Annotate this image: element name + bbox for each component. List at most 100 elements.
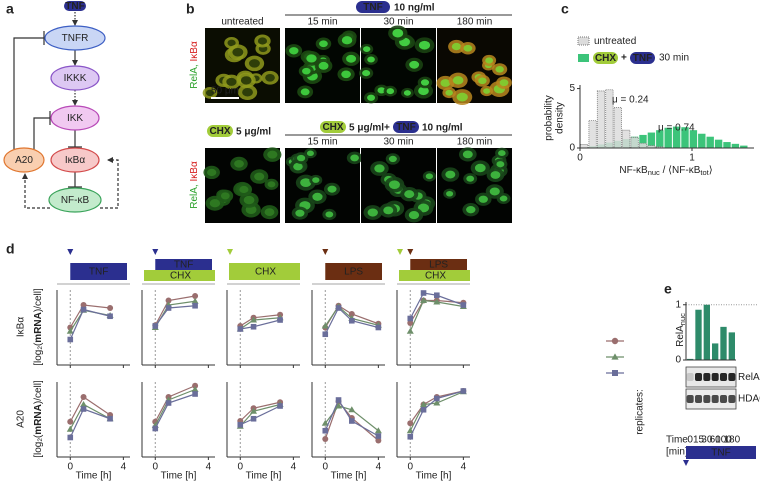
x-tick-label: 100 (715, 435, 732, 446)
series-line (69, 309, 111, 332)
marker (67, 336, 74, 343)
blot-band (728, 373, 736, 381)
series-line (239, 401, 281, 422)
nucleus (312, 192, 323, 201)
nucleus (498, 150, 506, 157)
marker (250, 415, 257, 422)
nucleus (409, 60, 420, 69)
treatment-arrow (227, 249, 233, 255)
hist-bar (630, 136, 639, 149)
cells (285, 148, 363, 221)
blot-band (686, 373, 694, 381)
legend-pill-box (593, 52, 618, 64)
nucleus (232, 47, 244, 57)
blot-band (686, 395, 694, 403)
nucleus (388, 180, 400, 189)
cells (358, 25, 435, 104)
x-tick-label: 0 (322, 462, 328, 473)
nucleus (374, 164, 385, 173)
nucleus (404, 190, 415, 199)
series-line (409, 292, 464, 319)
y-axis-label: probability (544, 95, 555, 141)
marker (321, 322, 329, 329)
x-axis-label: Time [h] (161, 471, 197, 482)
marker (192, 293, 199, 299)
marker (152, 323, 159, 329)
treatment-arrow (683, 460, 689, 466)
nucleus (466, 206, 476, 214)
marker (375, 324, 382, 331)
hist-bar (588, 120, 597, 149)
unit-label: [min] (666, 447, 688, 458)
nucleus (264, 208, 275, 217)
treatment-label: CHX (255, 267, 276, 278)
node-label: TNFR (62, 33, 89, 44)
legend-label: untreated (594, 36, 636, 47)
nucleus (254, 172, 265, 181)
series-line (69, 304, 111, 328)
y-tick-label: 1 (675, 299, 681, 310)
nucleus (489, 187, 500, 196)
treatment-pill: CHX (209, 126, 230, 137)
nucleus (226, 77, 237, 86)
nucleus (440, 79, 451, 87)
nucleus (485, 57, 494, 64)
treatment-label: TNF (711, 448, 730, 459)
nucleus (300, 88, 310, 96)
plus: + (384, 123, 390, 134)
nucleus (249, 59, 260, 68)
nucleus (306, 150, 314, 157)
nucleus (300, 178, 312, 188)
x-tick-label: 4 (461, 462, 467, 473)
panel-label: e (664, 281, 672, 297)
bar (712, 343, 719, 360)
y-axis-label-part: RelA (675, 325, 686, 347)
nucleus (306, 54, 317, 63)
node-label: A20 (15, 155, 33, 166)
y-axis-label-part: )/cell] (33, 380, 44, 404)
marker (165, 305, 172, 311)
time-label: 180 min (457, 137, 493, 148)
row-label-part: , (189, 181, 200, 187)
hist-bar (681, 127, 689, 148)
marker (67, 434, 74, 441)
series-line (324, 307, 379, 335)
marker (406, 427, 414, 434)
legend-pill: TNF (633, 53, 652, 64)
time-label: 180 min (457, 17, 493, 28)
hist-bar (639, 134, 647, 148)
y-axis-label-part: nuc (678, 313, 687, 325)
marker (420, 401, 428, 407)
marker (152, 425, 159, 432)
time-label: 15 min (307, 17, 337, 28)
marker (420, 290, 427, 296)
hist-bar (580, 144, 589, 149)
nucleus (207, 168, 217, 177)
node-label: NF-κB (61, 195, 90, 206)
blot-label: HDAC1 (738, 394, 760, 405)
node-label: IKKK (64, 73, 87, 84)
nucleus (392, 28, 404, 38)
marker (335, 397, 342, 403)
node (50, 65, 100, 91)
nucleus (490, 171, 501, 179)
marker (406, 327, 414, 334)
blot-band (728, 395, 736, 403)
nucleus (239, 185, 249, 194)
nucleus (377, 87, 386, 94)
y-axis-label: [log2(mRNA)/cell] (33, 380, 44, 458)
treatment-bar (229, 263, 300, 280)
series-line (324, 305, 379, 327)
nucleus (267, 150, 278, 159)
x-tick-label: 0 (577, 153, 583, 164)
marker (107, 313, 113, 320)
marker (335, 402, 343, 409)
nucleus (462, 150, 473, 159)
nucleus (474, 163, 486, 173)
nucleus (367, 208, 378, 217)
nucleus (367, 94, 376, 101)
node (50, 105, 100, 131)
marker (107, 415, 113, 422)
x-axis-label: Time [h] (246, 471, 282, 482)
treatment-arrow (67, 249, 74, 255)
